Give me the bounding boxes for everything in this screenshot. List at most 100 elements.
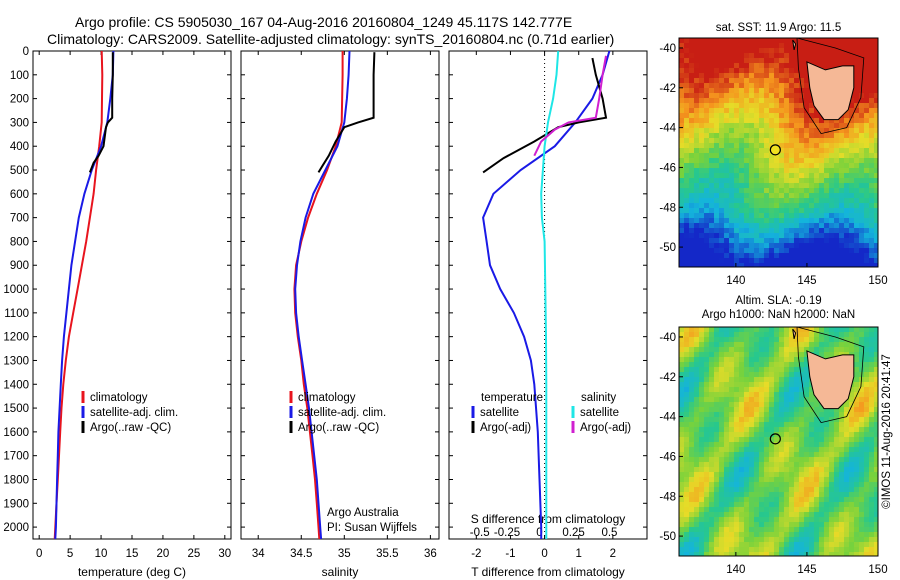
- map-cell: [859, 552, 864, 556]
- map-cell: [689, 263, 694, 267]
- map-cell: [844, 507, 849, 512]
- map-cell: [859, 38, 864, 43]
- map-cell: [869, 258, 874, 263]
- map-cell: [769, 193, 774, 198]
- map-cell: [739, 148, 744, 153]
- map-cell: [694, 68, 699, 73]
- map-cell: [809, 392, 814, 397]
- map-cell: [799, 123, 804, 128]
- map-cell: [809, 163, 814, 168]
- map-cell: [744, 213, 749, 218]
- map-cell: [784, 263, 789, 267]
- map-cell: [859, 143, 864, 148]
- map-cell: [804, 218, 809, 223]
- map-cell: [824, 487, 829, 492]
- map-cell: [814, 407, 819, 412]
- map-cell: [799, 327, 804, 332]
- map-cell: [804, 372, 809, 377]
- map-cell: [794, 352, 799, 357]
- map-cell: [874, 517, 878, 522]
- map-cell: [739, 93, 744, 98]
- map-cell: [744, 158, 749, 163]
- map-cell: [819, 203, 824, 208]
- map-cell: [739, 78, 744, 83]
- map-cell: [749, 392, 754, 397]
- map-cell: [814, 542, 819, 547]
- map-cell: [799, 188, 804, 193]
- map-cell: [869, 442, 874, 447]
- map-cell: [754, 552, 759, 556]
- map-cell: [774, 173, 779, 178]
- map-cell: [819, 512, 824, 517]
- map-cell: [804, 387, 809, 392]
- map-cell: [719, 243, 724, 248]
- map-cell: [719, 542, 724, 547]
- map-cell: [794, 68, 799, 73]
- map-cell: [739, 447, 744, 452]
- map-cell: [744, 482, 749, 487]
- map-cell: [869, 88, 874, 93]
- map-cell: [719, 223, 724, 228]
- map-cell: [749, 472, 754, 477]
- map-cell: [789, 163, 794, 168]
- map-cell: [814, 552, 819, 556]
- map-cell: [739, 123, 744, 128]
- map-cell: [719, 123, 724, 128]
- map-cell: [814, 467, 819, 472]
- map-cell: [799, 208, 804, 213]
- map-cell: [739, 482, 744, 487]
- map-cell: [874, 357, 878, 362]
- map-cell: [849, 532, 854, 537]
- map-cell: [694, 43, 699, 48]
- map-cell: [834, 532, 839, 537]
- map-cell: [804, 113, 809, 118]
- map-cell: [734, 63, 739, 68]
- map-cell: [799, 193, 804, 198]
- map-cell: [759, 83, 764, 88]
- map-cell: [789, 253, 794, 258]
- map-cell: [829, 238, 834, 243]
- map-cell: [854, 517, 859, 522]
- map-cell: [679, 477, 684, 482]
- map-cell: [744, 432, 749, 437]
- map-cell: [689, 228, 694, 233]
- map-cell: [764, 158, 769, 163]
- map-cell: [874, 447, 878, 452]
- map-cell: [799, 73, 804, 78]
- y-tick-label: 2000: [3, 522, 29, 534]
- map-cell: [859, 527, 864, 532]
- map-cell: [839, 542, 844, 547]
- map-cell: [779, 362, 784, 367]
- map-cell: [749, 542, 754, 547]
- map-cell: [794, 377, 799, 382]
- map-cell: [714, 98, 719, 103]
- map-cell: [679, 442, 684, 447]
- map-cell: [759, 477, 764, 482]
- map-cell: [684, 73, 689, 78]
- map-cell: [714, 347, 719, 352]
- map-cell: [864, 158, 869, 163]
- map-cell: [869, 133, 874, 138]
- map-cell: [784, 73, 789, 78]
- map-cell: [679, 238, 684, 243]
- map-cell: [859, 168, 864, 173]
- map-cell: [699, 113, 704, 118]
- map-cell: [854, 402, 859, 407]
- map-cell: [789, 83, 794, 88]
- map-cell: [684, 402, 689, 407]
- map-cell: [769, 442, 774, 447]
- map-cell: [834, 263, 839, 267]
- map-cell: [849, 417, 854, 422]
- map-cell: [874, 437, 878, 442]
- map-cell: [799, 372, 804, 377]
- map-cell: [794, 422, 799, 427]
- map-cell: [714, 512, 719, 517]
- map-cell: [729, 357, 734, 362]
- map-cell: [729, 148, 734, 153]
- map-cell: [824, 223, 829, 228]
- map-cell: [839, 203, 844, 208]
- map-cell: [734, 158, 739, 163]
- map-cell: [709, 218, 714, 223]
- map-cell: [754, 88, 759, 93]
- map-cell: [684, 532, 689, 537]
